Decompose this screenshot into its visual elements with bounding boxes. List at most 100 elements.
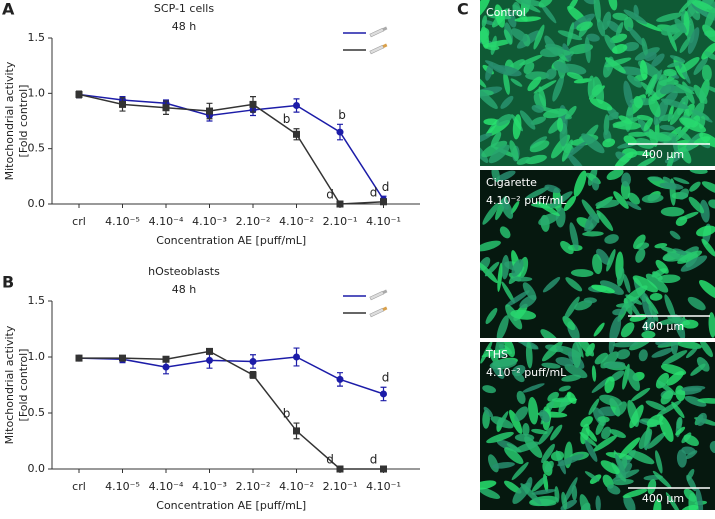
chart-title: hOsteoblasts [148,265,220,278]
cell [639,59,648,80]
cell [701,181,715,195]
x-tick-label: 2.10⁻² [236,215,271,228]
cell [569,13,595,30]
y-tick-label: 0.5 [28,406,46,419]
cell [480,487,501,499]
cell [607,111,619,121]
point [162,363,170,371]
cell [539,47,564,58]
cell [555,357,574,367]
cell [659,182,684,190]
cell [566,391,577,404]
point [119,354,126,362]
cell [641,330,656,338]
cell [612,342,639,348]
cell [509,409,523,434]
cell [519,110,536,130]
cell [629,404,644,429]
cell [623,135,637,146]
point [162,355,170,363]
cell [660,390,674,405]
cell [699,279,715,300]
cell [589,98,613,111]
cell [533,92,547,111]
cell [683,103,695,119]
cell [627,299,642,319]
point [162,104,170,112]
cell [510,78,523,87]
cell [606,249,616,272]
cell [683,434,699,447]
cell [576,342,595,357]
cell [701,238,715,257]
cell [664,151,675,166]
x-tick-label: 4.10⁻⁵ [105,480,140,493]
x-tick-label: 2.10⁻² [236,480,271,493]
cell [588,398,600,416]
cell [625,201,642,211]
significance-label: d [326,188,334,202]
cell [607,484,621,495]
significance-label: b [283,407,291,421]
cell [480,132,493,145]
cell [618,115,632,125]
cell [612,308,625,316]
cell [542,276,561,293]
cell [693,84,708,104]
cell [647,176,663,182]
cell [661,24,682,36]
cell [623,41,640,52]
cell [481,140,508,158]
cell [591,178,600,191]
cell [482,202,500,225]
cell [688,196,705,214]
point [293,427,300,435]
series-line [78,93,384,205]
cell [512,342,539,350]
cell [550,424,563,441]
x-tick-label: 2.10⁻¹ [323,480,358,493]
cell [638,428,653,450]
cell [483,406,494,418]
cell [620,322,635,338]
cell [659,84,676,95]
cell [676,449,687,468]
cell [623,16,634,32]
panel-label: C [457,0,469,19]
cell [679,117,707,133]
cell [513,371,525,383]
cell [655,259,669,274]
cell [509,140,519,161]
cell [601,426,612,440]
cell [544,460,554,473]
cell [647,432,666,449]
cell [489,358,517,370]
point [336,128,344,136]
cell [527,76,542,92]
legend-icon-tip [382,289,388,294]
cell [503,29,513,45]
point [75,354,83,362]
x-tick-label: 4.10⁻³ [192,215,227,228]
cell [567,153,586,166]
cell [608,342,616,354]
cell [514,406,529,422]
cell [480,88,498,110]
cell [633,234,646,250]
cell [525,342,533,369]
cell [643,117,654,132]
x-tick-label: crl [72,480,86,493]
point [380,390,387,398]
cell [679,56,700,73]
cell [525,71,550,81]
cell [701,64,712,82]
cell [614,151,634,166]
cell [612,44,628,54]
cell [673,82,695,94]
y-axis-title: [Fold control] [17,349,30,422]
cell [594,352,609,365]
cell [510,309,537,320]
cell [485,307,498,325]
cell [584,439,598,462]
cell [684,395,707,407]
